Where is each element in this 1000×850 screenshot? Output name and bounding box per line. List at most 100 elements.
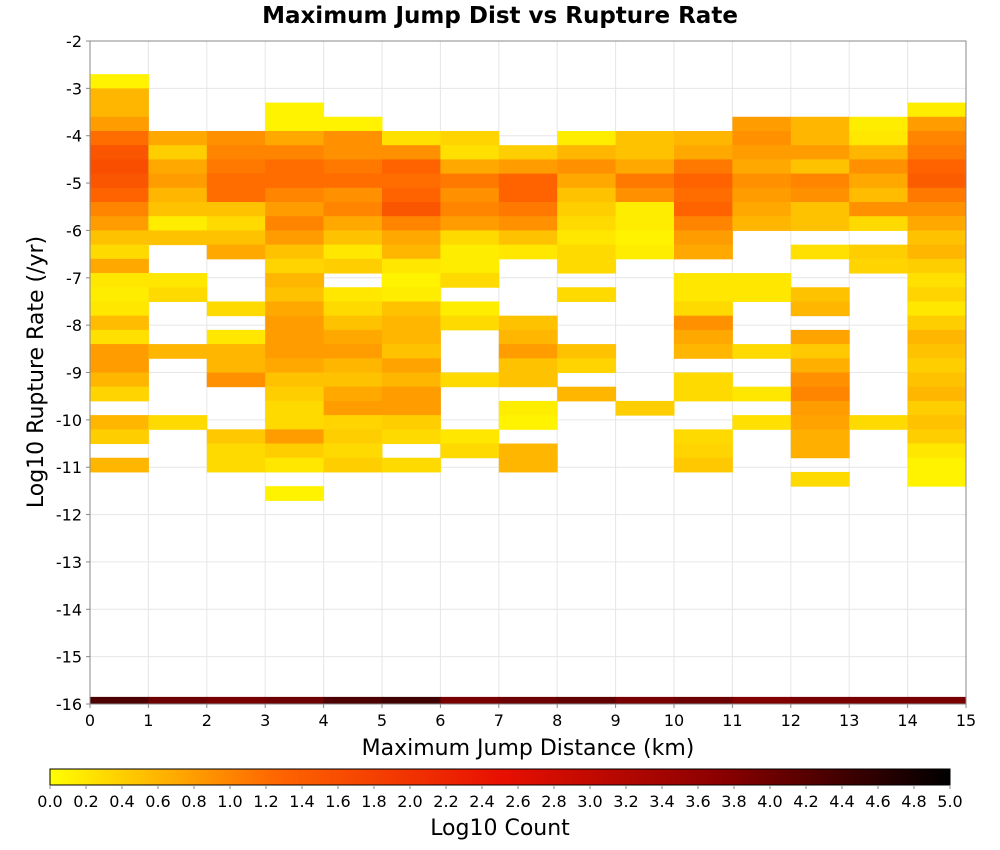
heatmap-cell: [206, 429, 266, 445]
heatmap-cell: [323, 457, 383, 473]
heatmap-cell: [790, 372, 850, 388]
x-tick-label: 10: [664, 711, 684, 730]
heatmap-cell: [732, 696, 792, 705]
heatmap-cell: [732, 130, 792, 146]
heatmap-cell: [849, 116, 909, 132]
colorbar-tick-label: 2.4: [469, 792, 494, 811]
heatmap-cell: [90, 386, 149, 402]
heatmap-cell: [907, 145, 967, 160]
heatmap-cell: [557, 216, 617, 231]
heatmap-cell: [206, 173, 266, 189]
heatmap-cell: [265, 386, 325, 402]
y-tick-label: -2: [66, 32, 82, 51]
colorbar-tick-label: 3.4: [649, 792, 674, 811]
heatmap-cell: [382, 344, 441, 359]
colorbar-tick-label: 4.4: [829, 792, 854, 811]
heatmap-cell: [557, 258, 617, 274]
heatmap-cell: [206, 159, 266, 175]
heatmap-cell: [323, 287, 383, 302]
heatmap-cell: [382, 273, 441, 288]
heatmap-cell: [440, 159, 500, 175]
heatmap-cell: [323, 301, 383, 317]
colorbar-tick-label: 3.2: [613, 792, 638, 811]
heatmap-cell: [790, 471, 850, 487]
x-tick-label: 14: [897, 711, 917, 730]
heatmap-cell: [265, 216, 325, 231]
heatmap-cell: [323, 187, 383, 203]
heatmap-cell: [790, 400, 850, 416]
heatmap-cell: [674, 273, 733, 288]
colorbar-tick-label: 2.8: [541, 792, 566, 811]
heatmap-cell: [148, 145, 208, 160]
heatmap-cell: [90, 273, 149, 288]
heatmap-cell: [615, 145, 675, 160]
heatmap-cell: [907, 202, 967, 217]
heatmap-cell: [265, 344, 325, 359]
heatmap-cell: [206, 358, 266, 373]
heatmap-cell: [732, 187, 792, 203]
heatmap-cell: [615, 244, 675, 260]
heatmap-cell: [674, 130, 733, 146]
heatmap-cell: [732, 415, 792, 430]
heatmap-cell: [732, 116, 792, 132]
heatmap-cell: [674, 386, 733, 402]
heatmap-cell: [498, 372, 558, 388]
heatmap-cell: [323, 230, 383, 246]
heatmap-cell: [206, 696, 266, 705]
heatmap-cell: [265, 329, 325, 345]
x-tick-label: 4: [319, 711, 329, 730]
x-tick-label: 11: [722, 711, 742, 730]
heatmap-cell: [907, 187, 967, 203]
heatmap-cell: [265, 457, 325, 473]
x-tick-label: 9: [611, 711, 621, 730]
heatmap-cell: [907, 372, 967, 388]
heatmap-cell: [323, 358, 383, 373]
heatmap-cell: [790, 173, 850, 189]
y-tick-label: -14: [56, 600, 82, 619]
heatmap-cell: [323, 344, 383, 359]
colorbar-tick-label: 2.2: [433, 792, 458, 811]
x-tick-label: 13: [839, 711, 859, 730]
heatmap-cell: [440, 230, 500, 246]
heatmap-cell: [206, 372, 266, 388]
heatmap-cell: [907, 471, 967, 487]
heatmap-cell: [849, 145, 909, 160]
heatmap-cell: [90, 258, 149, 274]
y-tick-label: -15: [56, 648, 82, 667]
heatmap-cell: [498, 457, 558, 473]
heatmap-cell: [615, 173, 675, 189]
heatmap-cell: [148, 287, 208, 302]
heatmap-cell: [323, 386, 383, 402]
heatmap-cell: [907, 344, 967, 359]
x-tick-label: 2: [202, 711, 212, 730]
heatmap-cell: [323, 315, 383, 331]
heatmap-cell: [323, 145, 383, 160]
heatmap-cell: [790, 429, 850, 445]
heatmap-cell: [382, 372, 441, 388]
heatmap-cell: [557, 358, 617, 373]
heatmap-cell: [265, 145, 325, 160]
heatmap-cell: [323, 329, 383, 345]
heatmap-cell: [907, 301, 967, 317]
heatmap-cell: [498, 159, 558, 175]
heatmap-cell: [849, 173, 909, 189]
heatmap-cell: [849, 696, 909, 705]
heatmap-cell: [323, 415, 383, 430]
heatmap-cell: [790, 244, 850, 260]
heatmap-cell: [615, 216, 675, 231]
x-tick-label: 5: [377, 711, 387, 730]
heatmap-cell: [557, 230, 617, 246]
colorbar-tick-label: 2.0: [397, 792, 422, 811]
y-tick-label: -16: [56, 695, 82, 714]
heatmap-cell: [382, 173, 441, 189]
heatmap-cell: [90, 315, 149, 331]
heatmap-cell: [382, 301, 441, 317]
heatmap-cell: [674, 315, 733, 331]
heatmap-cell: [732, 173, 792, 189]
heatmap-cell: [265, 358, 325, 373]
heatmap-cell: [907, 230, 967, 246]
heatmap-cell: [206, 329, 266, 345]
heatmap-cell: [323, 202, 383, 217]
heatmap-cell: [265, 244, 325, 260]
